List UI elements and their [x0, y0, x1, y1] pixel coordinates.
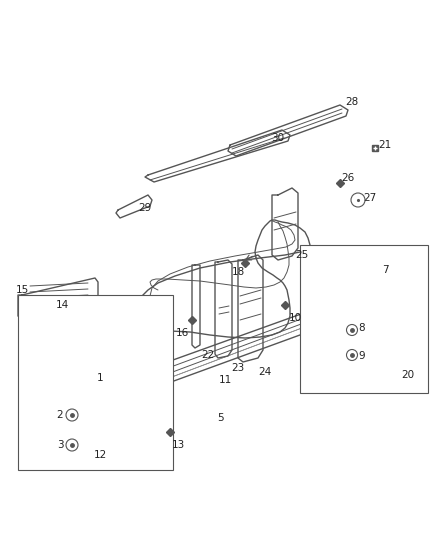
- Text: 23: 23: [231, 363, 245, 373]
- Text: 22: 22: [201, 350, 215, 360]
- Text: 26: 26: [341, 173, 355, 183]
- Bar: [18, 295, 173, 470]
- Text: 20: 20: [402, 370, 414, 380]
- Bar: [300, 245, 428, 393]
- Text: 2: 2: [57, 410, 64, 420]
- Text: 25: 25: [295, 250, 309, 260]
- Text: 13: 13: [171, 440, 185, 450]
- Text: 14: 14: [55, 300, 69, 310]
- Text: 16: 16: [175, 328, 189, 338]
- Text: 10: 10: [289, 313, 301, 323]
- Text: 30: 30: [272, 133, 285, 143]
- Text: 24: 24: [258, 367, 272, 377]
- Text: 29: 29: [138, 203, 152, 213]
- Text: 21: 21: [378, 140, 392, 150]
- Text: 9: 9: [359, 351, 365, 361]
- Text: 15: 15: [15, 285, 28, 295]
- Text: 27: 27: [364, 193, 377, 203]
- Text: 18: 18: [231, 267, 245, 277]
- Text: 11: 11: [219, 375, 232, 385]
- Text: 7: 7: [381, 265, 389, 275]
- Text: 12: 12: [93, 450, 106, 460]
- Text: 5: 5: [217, 413, 223, 423]
- Text: 3: 3: [57, 440, 64, 450]
- Text: 28: 28: [346, 97, 359, 107]
- Text: 8: 8: [359, 323, 365, 333]
- Text: 1: 1: [97, 373, 103, 383]
